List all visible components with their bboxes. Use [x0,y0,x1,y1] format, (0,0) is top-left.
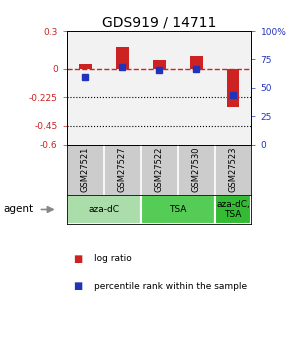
Text: GSM27530: GSM27530 [191,147,201,193]
Text: aza-dC,
TSA: aza-dC, TSA [216,200,250,219]
Bar [227,69,239,107]
Bar [190,56,202,69]
Text: percentile rank within the sample: percentile rank within the sample [94,282,247,291]
Title: GDS919 / 14711: GDS919 / 14711 [102,16,216,30]
Text: log ratio: log ratio [94,254,132,263]
Bar [215,195,251,224]
Bar [116,48,128,69]
Text: GSM27523: GSM27523 [228,147,238,193]
Text: aza-dC: aza-dC [88,205,119,214]
Bar [153,60,165,69]
Text: ■: ■ [73,282,82,291]
Text: TSA: TSA [169,205,186,214]
Text: GSM27527: GSM27527 [118,147,127,193]
Text: GSM27522: GSM27522 [155,147,164,193]
Text: ■: ■ [73,254,82,264]
Text: agent: agent [3,205,33,215]
Bar [141,195,215,224]
Text: GSM27521: GSM27521 [81,147,90,193]
Bar [79,64,92,69]
Bar [67,195,141,224]
